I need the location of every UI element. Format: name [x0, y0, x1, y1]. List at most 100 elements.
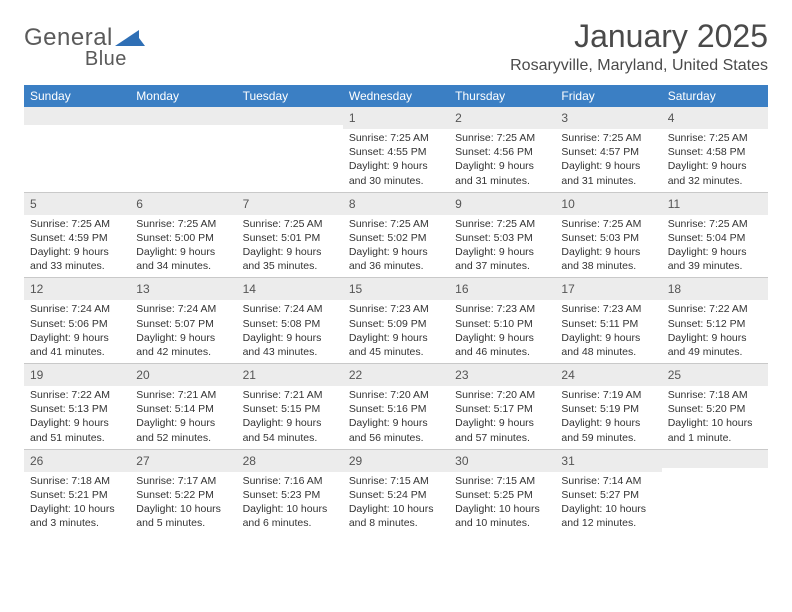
day-number-row: 2 [449, 107, 555, 129]
sunrise-text: Sunrise: 7:18 AM [30, 474, 124, 488]
sunset-text: Sunset: 5:00 PM [136, 231, 230, 245]
daylight-text: Daylight: 10 hours and 8 minutes. [349, 502, 443, 530]
day-number-row: 18 [662, 278, 768, 300]
day-number-row: 6 [130, 193, 236, 215]
day-number: 13 [136, 282, 149, 296]
calendar-cell: 6Sunrise: 7:25 AMSunset: 5:00 PMDaylight… [130, 193, 236, 278]
sunset-text: Sunset: 5:11 PM [561, 317, 655, 331]
sunset-text: Sunset: 4:58 PM [668, 145, 762, 159]
weeks-container: 1Sunrise: 7:25 AMSunset: 4:55 PMDaylight… [24, 107, 768, 534]
sunset-text: Sunset: 5:06 PM [30, 317, 124, 331]
sunrise-text: Sunrise: 7:20 AM [349, 388, 443, 402]
day-number-row [662, 450, 768, 468]
sunrise-text: Sunrise: 7:25 AM [668, 131, 762, 145]
day-number-row: 4 [662, 107, 768, 129]
day-number: 12 [30, 282, 43, 296]
day-number-row: 30 [449, 450, 555, 472]
day-number: 18 [668, 282, 681, 296]
day-number: 16 [455, 282, 468, 296]
calendar-cell: 12Sunrise: 7:24 AMSunset: 5:06 PMDayligh… [24, 278, 130, 363]
calendar-cell: 25Sunrise: 7:18 AMSunset: 5:20 PMDayligh… [662, 364, 768, 449]
sunset-text: Sunset: 5:20 PM [668, 402, 762, 416]
daylight-text: Daylight: 9 hours and 35 minutes. [243, 245, 337, 273]
sunrise-text: Sunrise: 7:25 AM [455, 217, 549, 231]
sunrise-text: Sunrise: 7:21 AM [243, 388, 337, 402]
location: Rosaryville, Maryland, United States [510, 57, 768, 75]
cell-body: Sunrise: 7:22 AMSunset: 5:12 PMDaylight:… [662, 300, 768, 363]
sunrise-text: Sunrise: 7:19 AM [561, 388, 655, 402]
cell-body [662, 468, 768, 526]
header: General Blue January 2025 Rosaryville, M… [24, 18, 768, 75]
calendar-cell: 23 Sunrise: 7:20 AMSunset: 5:17 PMDayligh… [449, 364, 555, 449]
day-number: 17 [561, 282, 574, 296]
sunset-text: Sunset: 5:09 PM [349, 317, 443, 331]
dow-monday: Monday [130, 85, 236, 107]
sunset-text: Sunset: 4:57 PM [561, 145, 655, 159]
sunrise-text: Sunrise: 7:25 AM [136, 217, 230, 231]
day-number: 22 [349, 368, 362, 382]
daylight-text: Daylight: 9 hours and 57 minutes. [455, 416, 549, 444]
day-number: 27 [136, 454, 149, 468]
day-number: 15 [349, 282, 362, 296]
day-number: 28 [243, 454, 256, 468]
calendar-cell [662, 450, 768, 535]
daylight-text: Daylight: 9 hours and 52 minutes. [136, 416, 230, 444]
cell-body: Sunrise: 7:15 AMSunset: 5:25 PMDaylight:… [449, 472, 555, 535]
sunrise-text: Sunrise: 7:24 AM [136, 302, 230, 316]
sunset-text: Sunset: 5:27 PM [561, 488, 655, 502]
day-number: 8 [349, 197, 356, 211]
day-number-row: 21 [237, 364, 343, 386]
daylight-text: Daylight: 9 hours and 41 minutes. [30, 331, 124, 359]
sunrise-text: Sunrise: 7:25 AM [668, 217, 762, 231]
day-number-row: 24 [555, 364, 661, 386]
sunset-text: Sunset: 5:15 PM [243, 402, 337, 416]
day-number-row [130, 107, 236, 125]
day-number: 1 [349, 111, 356, 125]
cell-body: Sunrise: 7:21 AMSunset: 5:15 PMDaylight:… [237, 386, 343, 449]
sunset-text: Sunset: 5:03 PM [561, 231, 655, 245]
day-number-row: 23 [449, 364, 555, 386]
day-number: 24 [561, 368, 574, 382]
calendar-cell: 16Sunrise: 7:23 AMSunset: 5:10 PMDayligh… [449, 278, 555, 363]
calendar: Sunday Monday Tuesday Wednesday Thursday… [24, 85, 768, 534]
calendar-cell: 30Sunrise: 7:15 AMSunset: 5:25 PMDayligh… [449, 450, 555, 535]
dow-tuesday: Tuesday [237, 85, 343, 107]
day-number-row: 8 [343, 193, 449, 215]
day-number-row: 5 [24, 193, 130, 215]
day-number-row [24, 107, 130, 125]
calendar-cell: 21Sunrise: 7:21 AMSunset: 5:15 PMDayligh… [237, 364, 343, 449]
calendar-cell: 17Sunrise: 7:23 AMSunset: 5:11 PMDayligh… [555, 278, 661, 363]
daylight-text: Daylight: 9 hours and 31 minutes. [455, 159, 549, 187]
day-number-row: 29 [343, 450, 449, 472]
day-number: 7 [243, 197, 250, 211]
sunrise-text: Sunrise: 7:23 AM [349, 302, 443, 316]
day-number-row: 27 [130, 450, 236, 472]
sunrise-text: Sunrise: 7:24 AM [243, 302, 337, 316]
sunrise-text: Sunrise: 7:25 AM [243, 217, 337, 231]
sunrise-text: Sunrise: 7:23 AM [561, 302, 655, 316]
sunrise-text: Sunrise: 7:18 AM [668, 388, 762, 402]
daylight-text: Daylight: 9 hours and 46 minutes. [455, 331, 549, 359]
sunrise-text: Sunrise: 7:14 AM [561, 474, 655, 488]
calendar-week: 5Sunrise: 7:25 AMSunset: 4:59 PMDaylight… [24, 192, 768, 278]
daylight-text: Daylight: 9 hours and 45 minutes. [349, 331, 443, 359]
day-number-row: 31 [555, 450, 661, 472]
sunset-text: Sunset: 5:01 PM [243, 231, 337, 245]
sunrise-text: Sunrise: 7:25 AM [455, 131, 549, 145]
cell-body [130, 125, 236, 183]
cell-body: Sunrise: 7:16 AMSunset: 5:23 PMDaylight:… [237, 472, 343, 535]
sunset-text: Sunset: 5:17 PM [455, 402, 549, 416]
sunrise-text: Sunrise: 7:15 AM [455, 474, 549, 488]
day-number-row: 12 [24, 278, 130, 300]
day-number-row: 15 [343, 278, 449, 300]
sunset-text: Sunset: 5:21 PM [30, 488, 124, 502]
day-number-row: 9 [449, 193, 555, 215]
daylight-text: Daylight: 9 hours and 30 minutes. [349, 159, 443, 187]
sunrise-text: Sunrise: 7:20 AM [455, 388, 549, 402]
sunrise-text: Sunrise: 7:16 AM [243, 474, 337, 488]
cell-body: Sunrise: 7:15 AMSunset: 5:24 PMDaylight:… [343, 472, 449, 535]
calendar-week: 19Sunrise: 7:22 AMSunset: 5:13 PMDayligh… [24, 363, 768, 449]
title-block: January 2025 Rosaryville, Maryland, Unit… [510, 18, 768, 75]
daylight-text: Daylight: 9 hours and 43 minutes. [243, 331, 337, 359]
sunset-text: Sunset: 4:56 PM [455, 145, 549, 159]
